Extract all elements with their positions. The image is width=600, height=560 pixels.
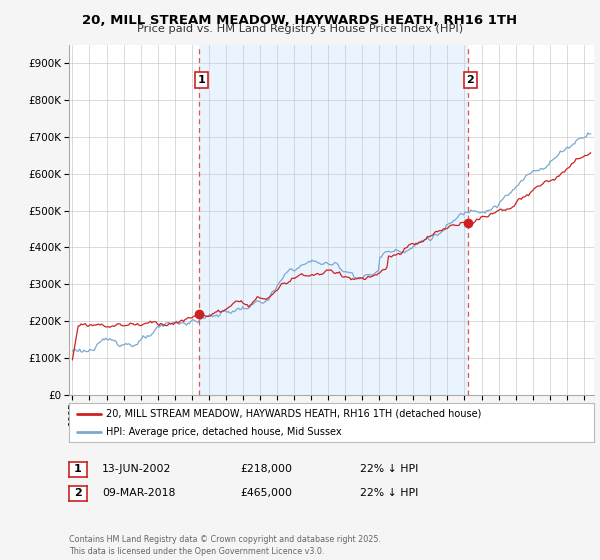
Text: 20, MILL STREAM MEADOW, HAYWARDS HEATH, RH16 1TH (detached house): 20, MILL STREAM MEADOW, HAYWARDS HEATH, … <box>106 409 481 419</box>
Text: 20, MILL STREAM MEADOW, HAYWARDS HEATH, RH16 1TH: 20, MILL STREAM MEADOW, HAYWARDS HEATH, … <box>82 14 518 27</box>
Text: HPI: Average price, detached house, Mid Sussex: HPI: Average price, detached house, Mid … <box>106 427 341 437</box>
Text: 09-MAR-2018: 09-MAR-2018 <box>102 488 175 498</box>
Text: £465,000: £465,000 <box>240 488 292 498</box>
Text: 22% ↓ HPI: 22% ↓ HPI <box>360 464 418 474</box>
Text: 1: 1 <box>74 464 82 474</box>
Bar <box>199 45 467 395</box>
Text: 2: 2 <box>74 488 82 498</box>
Text: 2: 2 <box>466 75 474 85</box>
Text: 22% ↓ HPI: 22% ↓ HPI <box>360 488 418 498</box>
Text: £218,000: £218,000 <box>240 464 292 474</box>
Text: Contains HM Land Registry data © Crown copyright and database right 2025.
This d: Contains HM Land Registry data © Crown c… <box>69 535 381 556</box>
Text: 1: 1 <box>198 75 206 85</box>
Text: Price paid vs. HM Land Registry's House Price Index (HPI): Price paid vs. HM Land Registry's House … <box>137 24 463 34</box>
Text: 13-JUN-2002: 13-JUN-2002 <box>102 464 172 474</box>
